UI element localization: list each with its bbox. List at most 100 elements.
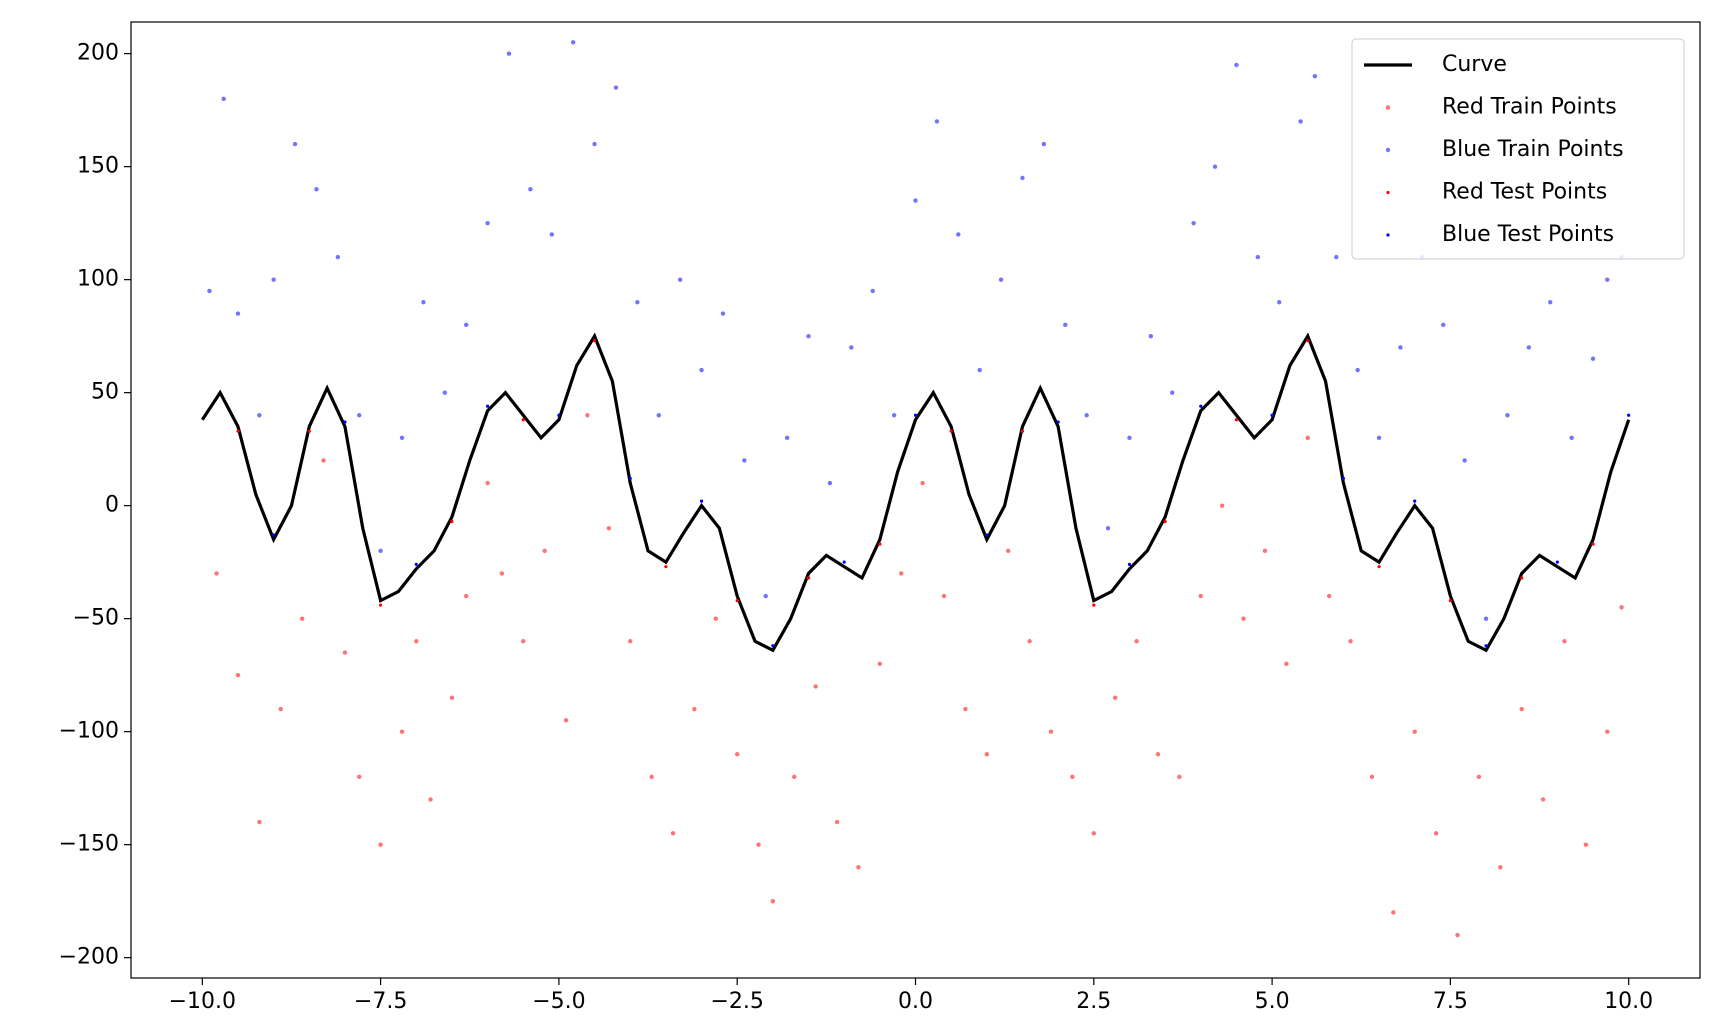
scatter-point (272, 533, 276, 537)
scatter-point (1234, 418, 1239, 422)
scatter-point (1177, 774, 1182, 780)
scatter-point (1540, 797, 1546, 802)
scatter-point (1583, 842, 1589, 847)
scatter-point (399, 435, 405, 441)
scatter-point (934, 119, 940, 124)
scatter-point (1084, 413, 1089, 418)
scatter-point (1027, 639, 1032, 644)
scatter-point (1377, 565, 1381, 569)
scatter-point (1006, 548, 1011, 554)
scatter-point (1605, 729, 1610, 734)
scatter-point (956, 232, 961, 237)
scatter-point (1562, 639, 1567, 644)
scatter-point (742, 458, 747, 463)
scatter-point (913, 198, 918, 203)
scatter-point (1092, 603, 1096, 607)
scatter-point (1020, 429, 1025, 433)
scatter-point (557, 413, 561, 417)
scatter-point (763, 593, 768, 599)
scatter-point (1548, 300, 1553, 305)
scatter-point (735, 598, 739, 603)
scatter-point (1391, 910, 1396, 915)
scatter-point (378, 842, 383, 847)
scatter-point (1348, 639, 1353, 644)
y-tick-label: −150 (59, 832, 119, 857)
scatter-point (521, 639, 526, 644)
scatter-point (485, 220, 490, 226)
y-tick-label: −200 (59, 945, 119, 970)
scatter-point (813, 684, 818, 689)
curve-line (200, 332, 1631, 653)
scatter-point (379, 603, 383, 607)
scatter-point (878, 542, 882, 546)
scatter-point (1326, 593, 1332, 599)
scatter-point (1520, 576, 1524, 580)
scatter-point (1199, 404, 1203, 408)
scatter-point (357, 774, 362, 780)
scatter-point (735, 752, 740, 757)
scatter-point (506, 51, 512, 56)
y-tick-label: 50 (91, 380, 119, 405)
scatter-point (421, 300, 426, 305)
legend-marker (1386, 233, 1390, 237)
scatter-point (891, 413, 897, 418)
scatter-point (1462, 458, 1467, 463)
y-tick-label: 200 (77, 41, 119, 66)
scatter-point (257, 413, 262, 418)
scatter-point (399, 729, 405, 734)
scatter-point (1519, 706, 1524, 712)
scatter-point (792, 774, 797, 780)
x-tick-label: −10.0 (169, 989, 236, 1014)
scatter-point (713, 616, 719, 621)
scatter-point (877, 661, 883, 667)
scatter-point (1483, 616, 1489, 621)
scatter-point (784, 435, 790, 441)
scatter-point (1020, 175, 1025, 181)
scatter-point (1433, 831, 1439, 836)
scatter-point (570, 40, 576, 45)
scatter-point (1170, 390, 1175, 395)
scatter-point (1455, 932, 1460, 938)
scatter-point (998, 277, 1004, 282)
scatter-point (664, 565, 668, 569)
scatter-point (1590, 356, 1596, 361)
scatter-point (485, 404, 490, 408)
scatter-point (670, 831, 676, 836)
scatter-point (984, 752, 990, 757)
scatter-point (977, 367, 982, 373)
scatter-point (414, 562, 418, 567)
x-tick-label: −5.0 (532, 989, 585, 1014)
scatter-point (1398, 345, 1403, 350)
legend-label: Red Test Points (1442, 180, 1607, 205)
scatter-point (1127, 562, 1132, 567)
x-tick-label: −2.5 (710, 989, 763, 1014)
scatter-point (1312, 74, 1318, 79)
scatter-point (656, 413, 661, 418)
scatter-point (592, 141, 597, 147)
scatter-point (1334, 254, 1339, 260)
scatter-point (236, 429, 240, 433)
scatter-point (257, 819, 262, 825)
scatter-point (1105, 526, 1111, 531)
scatter-point (1619, 605, 1624, 610)
scatter-point (1476, 774, 1482, 780)
legend-label: Curve (1442, 52, 1507, 77)
scatter-point (649, 774, 654, 780)
scatter-point (321, 458, 326, 463)
scatter-point (1127, 435, 1132, 441)
scatter-point (1341, 476, 1346, 481)
scatter-point (827, 480, 833, 486)
scatter-point (271, 277, 276, 282)
scatter-point (1056, 420, 1060, 424)
scatter-point (628, 639, 633, 644)
x-tick-label: 10.0 (1604, 989, 1653, 1014)
y-tick-label: 100 (77, 267, 119, 292)
scatter-point (549, 232, 554, 237)
y-tick-label: −100 (59, 719, 119, 744)
scatter-point (1112, 695, 1118, 700)
scatter-point (1212, 164, 1218, 169)
scatter-point (692, 706, 697, 712)
scatter-point (1241, 616, 1246, 621)
scatter-point (299, 616, 305, 621)
scatter-point (592, 339, 597, 343)
